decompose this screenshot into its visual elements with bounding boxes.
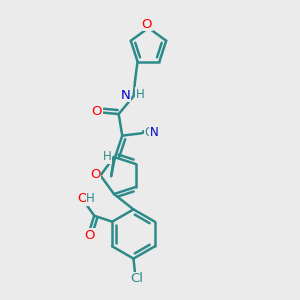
Text: H: H: [103, 150, 112, 163]
Text: O: O: [92, 105, 102, 119]
Text: H: H: [86, 192, 95, 206]
Text: C: C: [144, 126, 152, 139]
Text: O: O: [142, 18, 152, 31]
Text: Cl: Cl: [130, 272, 143, 286]
Text: O: O: [90, 168, 100, 182]
Text: O: O: [77, 192, 87, 206]
Text: H: H: [136, 88, 145, 101]
Text: N: N: [150, 126, 158, 139]
Text: O: O: [84, 229, 95, 242]
Text: N: N: [120, 88, 130, 102]
